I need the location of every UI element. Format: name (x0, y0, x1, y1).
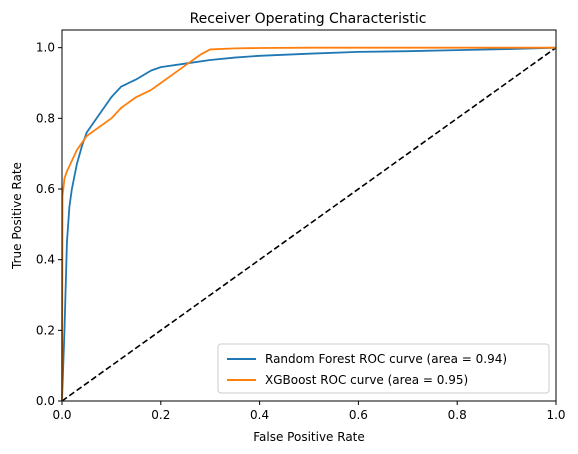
x-tick-label: 0.6 (349, 408, 368, 422)
plot-frame (61, 29, 557, 402)
chart-title: Receiver Operating Characteristic (190, 11, 427, 27)
y-tick-label: 0.6 (36, 182, 55, 196)
x-tick-label: 0.2 (151, 408, 170, 422)
legend-box (217, 343, 550, 394)
y-tick-label: 0.0 (36, 394, 55, 408)
x-tick-label: 1.0 (546, 408, 565, 422)
x-axis-label: False Positive Rate (253, 430, 365, 444)
y-tick-label: 0.4 (36, 253, 55, 267)
y-tick-label: 1.0 (36, 41, 55, 55)
chance-diagonal-line (61, 47, 557, 402)
y-axis-label: True Positive Rate (10, 162, 24, 270)
x-tick-label: 0.8 (448, 408, 467, 422)
legend: Random Forest ROC curve (area = 0.94) XG… (217, 343, 550, 394)
x-tick-label: 0.4 (250, 408, 269, 422)
y-tick-label: 0.8 (36, 111, 55, 125)
x-tick-label: 0.0 (52, 408, 71, 422)
xgboost-roc-line (61, 46, 556, 402)
random-forest-roc-line (61, 46, 557, 402)
legend-label-xgboost: XGBoost ROC curve (area = 0.95) (265, 373, 468, 387)
y-tick-label: 0.2 (36, 323, 55, 337)
x-axis-ticks: 0.0 0.2 0.4 0.6 0.8 1.0 (52, 401, 566, 422)
plot-area (62, 30, 556, 401)
legend-label-random-forest: Random Forest ROC curve (area = 0.94) (265, 352, 507, 366)
y-axis-ticks: 0.0 0.2 0.4 0.6 0.8 1.0 (36, 41, 62, 408)
series-layer (61, 46, 557, 402)
